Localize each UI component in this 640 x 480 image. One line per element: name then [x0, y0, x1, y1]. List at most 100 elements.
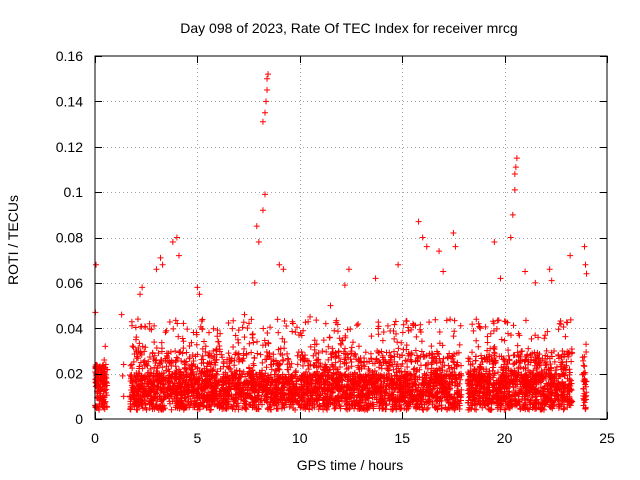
data-point: [192, 353, 199, 360]
data-point: [422, 390, 429, 397]
data-point: [187, 377, 194, 384]
data-point: [240, 392, 247, 399]
data-point: [465, 406, 472, 413]
data-point: [350, 379, 357, 386]
data-point: [247, 394, 254, 401]
data-point: [210, 347, 217, 354]
data-point: [174, 386, 181, 393]
data-point: [528, 335, 535, 342]
data-point: [515, 399, 522, 406]
data-point: [157, 379, 164, 386]
data-point: [250, 339, 257, 346]
data-point: [145, 383, 152, 390]
data-point: [265, 71, 272, 78]
data-point: [403, 406, 410, 413]
data-point: [529, 350, 536, 357]
data-point: [366, 367, 373, 374]
data-point: [456, 341, 463, 348]
data-point: [137, 350, 144, 357]
data-point: [514, 381, 521, 388]
plot-frame: [94, 55, 608, 420]
data-point: [174, 320, 181, 327]
data-point: [132, 324, 139, 331]
data-point: [327, 401, 334, 408]
data-point: [532, 405, 539, 412]
data-point: [306, 381, 313, 388]
data-point: [136, 363, 143, 370]
data-point: [198, 317, 205, 324]
data-point: [335, 398, 342, 405]
data-point: [189, 387, 196, 394]
data-point: [97, 392, 104, 399]
data-point: [532, 279, 539, 286]
data-point: [242, 373, 249, 380]
data-point: [533, 366, 540, 373]
data-point: [457, 322, 464, 329]
data-point: [148, 375, 155, 382]
data-point: [281, 397, 288, 404]
data-point: [184, 389, 191, 396]
data-point: [404, 381, 411, 388]
data-point: [210, 325, 217, 332]
data-point: [400, 321, 407, 328]
data-point: [333, 375, 340, 382]
data-point: [146, 353, 153, 360]
data-point: [158, 339, 165, 346]
data-point: [311, 386, 318, 393]
data-point: [210, 387, 217, 394]
data-point: [382, 395, 389, 402]
data-point: [159, 364, 166, 371]
data-point: [322, 376, 329, 383]
data-point: [511, 170, 518, 177]
data-point: [329, 362, 336, 369]
data-point: [399, 386, 406, 393]
data-point: [162, 386, 169, 393]
data-point: [330, 371, 337, 378]
data-point: [384, 390, 391, 397]
data-point: [173, 395, 180, 402]
data-point: [206, 406, 213, 413]
data-point: [270, 357, 277, 364]
data-point: [138, 377, 145, 384]
data-point: [510, 361, 517, 368]
data-point: [369, 394, 376, 401]
data-point: [173, 234, 180, 241]
data-point: [313, 341, 320, 348]
data-point: [530, 367, 537, 374]
data-point: [503, 374, 510, 381]
data-point: [361, 382, 368, 389]
data-point: [552, 367, 559, 374]
data-point: [220, 358, 227, 365]
data-point: [100, 393, 107, 400]
data-point: [426, 350, 433, 357]
data-point: [281, 345, 288, 352]
data-point: [466, 393, 473, 400]
data-point: [398, 339, 405, 346]
data-point: [458, 397, 465, 404]
data-point: [500, 367, 507, 374]
data-point: [512, 164, 519, 171]
data-point: [558, 359, 565, 366]
data-point: [491, 239, 498, 246]
data-point: [428, 343, 435, 350]
data-point: [380, 329, 387, 336]
data-point: [177, 379, 184, 386]
data-point: [96, 400, 103, 407]
data-point: [428, 361, 435, 368]
data-point: [217, 402, 224, 409]
data-point: [172, 382, 179, 389]
data-point: [149, 396, 156, 403]
data-point: [322, 365, 329, 372]
data-point: [255, 405, 262, 412]
data-point: [233, 367, 240, 374]
data-point: [555, 352, 562, 359]
data-point: [132, 336, 139, 343]
y-tick-label: 0.16: [56, 48, 83, 64]
data-point: [249, 367, 256, 374]
data-point: [342, 394, 349, 401]
data-point: [286, 391, 293, 398]
data-point: [264, 330, 271, 337]
data-point: [298, 332, 305, 339]
data-point: [486, 368, 493, 375]
data-point: [169, 239, 176, 246]
